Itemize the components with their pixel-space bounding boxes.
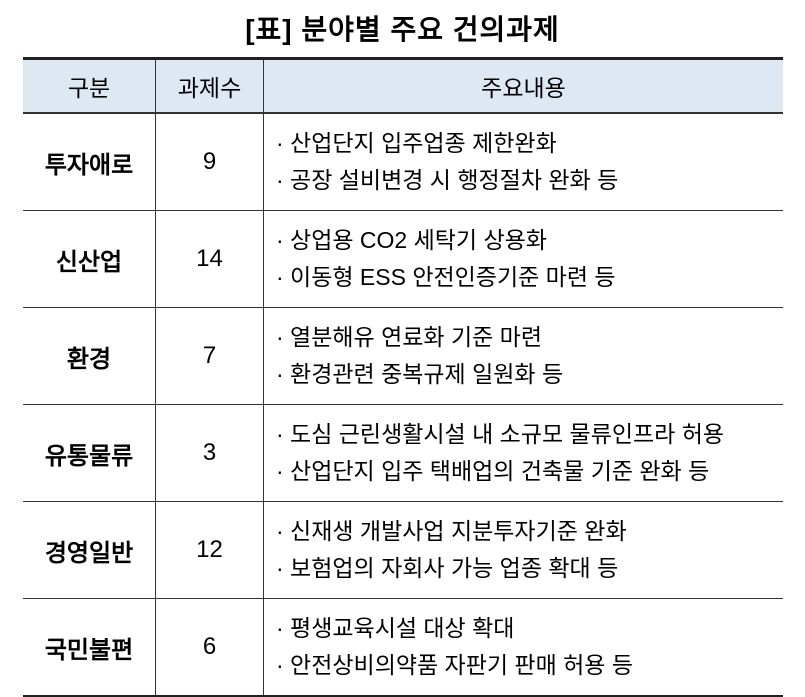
content-item: · 평생교육시설 대상 확대 (276, 615, 515, 641)
table-row: 유통물류 3 · 도심 근린생활시설 내 소규모 물류인프라 허용 · 산업단지… (23, 404, 783, 502)
row-count: 6 (155, 598, 264, 697)
row-category: 경영일반 (23, 501, 156, 599)
row-count: 9 (155, 112, 264, 211)
table-row: 신산업 14 · 상업용 CO2 세탁기 상용화 · 이동형 ESS 안전인증기… (23, 210, 783, 308)
content-item: · 산업단지 입주 택배업의 건축물 기준 완화 등 (276, 458, 710, 484)
table-row: 국민불편 6 · 평생교육시설 대상 확대 · 안전상비의약품 자판기 판매 허… (23, 598, 783, 697)
content-item: · 열분해유 연료화 기준 마련 (276, 324, 542, 350)
row-count: 3 (155, 404, 264, 502)
row-content: · 상업용 CO2 세탁기 상용화 · 이동형 ESS 안전인증기준 마련 등 (263, 210, 783, 308)
row-content: · 열분해유 연료화 기준 마련 · 환경관련 중복규제 일원화 등 (263, 307, 783, 405)
row-content: · 도심 근린생활시설 내 소규모 물류인프라 허용 · 산업단지 입주 택배업… (263, 404, 783, 502)
table-row: 경영일반 12 · 신재생 개발사업 지분투자기준 완화 · 보험업의 자회사 … (23, 501, 783, 599)
table-row: 환경 7 · 열분해유 연료화 기준 마련 · 환경관련 중복규제 일원화 등 (23, 307, 783, 405)
row-content: · 신재생 개발사업 지분투자기준 완화 · 보험업의 자회사 가능 업종 확대… (263, 501, 783, 599)
row-category: 환경 (23, 307, 156, 405)
row-category: 투자애로 (23, 112, 156, 211)
content-item: · 도심 근린생활시설 내 소규모 물류인프라 허용 (276, 421, 725, 447)
row-category: 신산업 (23, 210, 156, 308)
header-category: 구분 (23, 57, 156, 114)
header-count: 과제수 (155, 57, 264, 114)
row-count: 14 (155, 210, 264, 308)
row-category: 국민불편 (23, 598, 156, 697)
content-item: · 환경관련 중복규제 일원화 등 (276, 361, 564, 387)
content-item: · 산업단지 입주업종 제한완화 (276, 130, 557, 156)
row-category: 유통물류 (23, 404, 156, 502)
content-item: · 보험업의 자회사 가능 업종 확대 등 (276, 555, 619, 581)
content-item: · 신재생 개발사업 지분투자기준 완화 (276, 518, 627, 544)
row-count: 12 (155, 501, 264, 599)
table-row: 투자애로 9 · 산업단지 입주업종 제한완화 · 공장 설비변경 시 행정절차… (23, 112, 783, 211)
row-content: · 평생교육시설 대상 확대 · 안전상비의약품 자판기 판매 허용 등 (263, 598, 783, 697)
issues-table: 구분 과제수 주요내용 투자애로 9 · 산업단지 입주업종 제한완화 · 공장… (23, 57, 783, 697)
row-content: · 산업단지 입주업종 제한완화 · 공장 설비변경 시 행정절차 완화 등 (263, 112, 783, 211)
row-count: 7 (155, 307, 264, 405)
content-item: · 안전상비의약품 자판기 판매 허용 등 (276, 652, 634, 678)
header-content: 주요내용 (263, 57, 783, 114)
content-item: · 이동형 ESS 안전인증기준 마련 등 (276, 264, 616, 290)
table-header-row: 구분 과제수 주요내용 (23, 57, 783, 114)
content-item: · 상업용 CO2 세탁기 상용화 (276, 227, 547, 253)
content-item: · 공장 설비변경 시 행정절차 완화 등 (276, 167, 619, 193)
table-title: [표] 분야별 주요 건의과제 (245, 14, 560, 45)
